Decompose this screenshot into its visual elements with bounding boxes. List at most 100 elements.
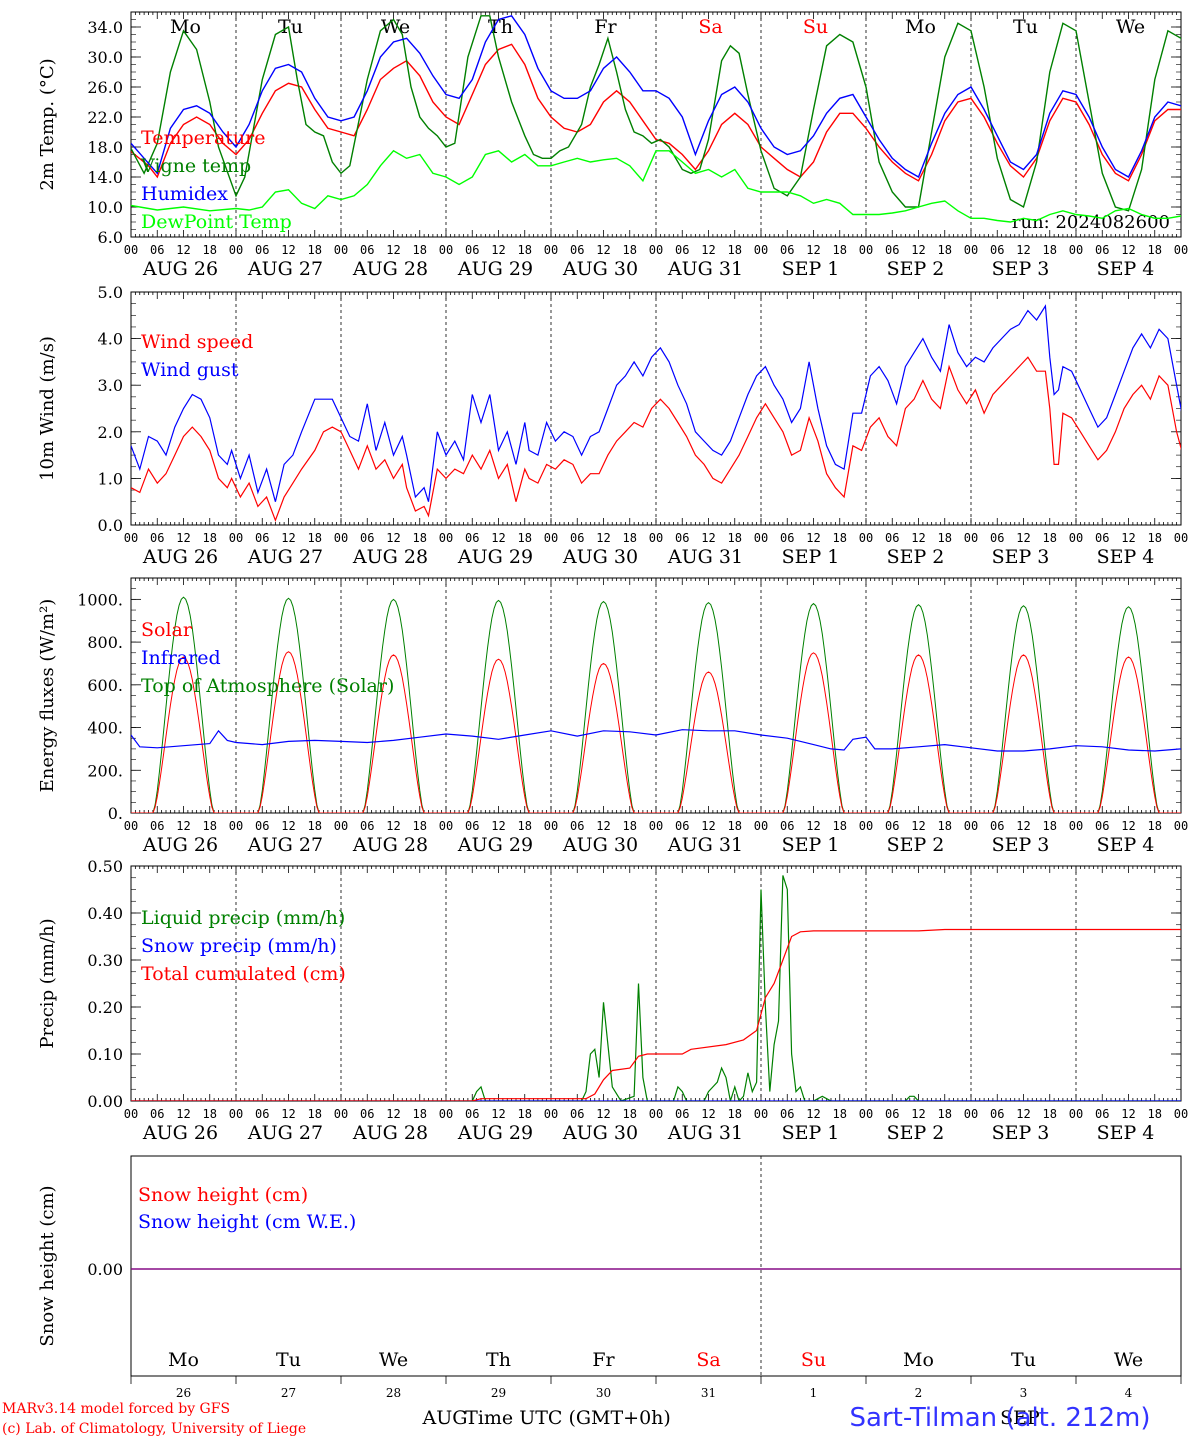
day-of-week-label: Th [488,16,513,38]
date-label: SEP 3 [992,258,1050,280]
hour-tick-label: 00 [754,819,768,833]
hour-tick-label: 00 [544,531,558,545]
hour-tick-label: 06 [150,531,164,545]
hour-tick-label: 00 [544,1107,558,1121]
hour-tick-label: 12 [1121,243,1135,257]
date-label: AUG 29 [457,1122,533,1144]
hour-tick-label: 06 [570,1107,584,1121]
hour-tick-label: 18 [1043,243,1057,257]
xaxis-title: Time UTC (GMT+0h) [465,1407,671,1429]
date-label: AUG 27 [247,546,323,568]
day-of-week-label: Su [801,1349,826,1371]
day-of-week-label: Sa [698,16,722,38]
hour-tick-label: 06 [990,243,1004,257]
hour-tick-label: 12 [596,531,610,545]
hour-tick-label: 06 [255,1107,269,1121]
date-label: SEP 4 [1097,1122,1155,1144]
y-axis-label: 2m Temp. (°C) [37,58,58,190]
hour-tick-label: 18 [203,531,217,545]
day-of-week-label: Fr [592,1349,615,1371]
hour-tick-label: 00 [1174,243,1188,257]
plot-frame [130,11,1182,238]
hour-tick-label: 00 [334,243,348,257]
hour-tick-label: 18 [938,531,952,545]
hour-tick-label: 06 [675,819,689,833]
hour-tick-label: 00 [649,243,663,257]
hour-tick-label: 06 [255,243,269,257]
date-label: SEP 4 [1097,258,1155,280]
date-label: AUG 30 [562,546,638,568]
series-line [131,149,1181,223]
hour-tick-label: 06 [150,819,164,833]
hour-tick-label: 00 [334,819,348,833]
y-tick-label: 22.0 [87,108,123,127]
day-of-week-label: We [1114,1349,1143,1371]
hour-tick-label: 18 [938,1107,952,1121]
hour-tick-label: 12 [596,243,610,257]
date-label: SEP 1 [782,258,840,280]
day-number: 26 [176,1386,191,1400]
day-of-week-label: Sa [696,1349,720,1371]
hour-tick-label: 18 [413,819,427,833]
hour-tick-label: 00 [334,531,348,545]
hour-tick-label: 12 [806,819,820,833]
date-label: AUG 27 [247,1122,323,1144]
hour-tick-label: 00 [649,819,663,833]
date-label: AUG 31 [667,258,743,280]
day-number: 27 [281,1386,296,1400]
run-label: run: 2024082600 [1012,212,1170,233]
hour-tick-label: 12 [911,531,925,545]
hour-tick-label: 00 [859,1107,873,1121]
data-layer [131,875,1181,1101]
hour-tick-label: 18 [833,819,847,833]
hour-tick-label: 12 [911,243,925,257]
hour-tick-label: 12 [1016,243,1030,257]
hour-tick-label: 00 [124,243,138,257]
hour-tick-label: 00 [754,531,768,545]
day-of-week-label: Fr [594,16,617,38]
y-tick-label: 0.40 [87,904,123,923]
hour-tick-label: 06 [360,1107,374,1121]
hour-tick-label: 18 [728,1107,742,1121]
date-label: AUG 26 [142,1122,218,1144]
y-tick-label: 34.0 [87,18,123,37]
station-label: Sart-Tilman (alt. 212m) [850,1403,1151,1433]
hour-tick-label: 12 [701,1107,715,1121]
hour-tick-label: 18 [308,1107,322,1121]
legend-entry: Snow height (cm) [138,1184,308,1206]
hour-tick-label: 00 [1069,531,1083,545]
hour-tick-label: 18 [308,531,322,545]
hour-tick-label: 18 [1148,531,1162,545]
hour-tick-label: 18 [623,1107,637,1121]
hour-tick-label: 12 [281,819,295,833]
hour-tick-label: 18 [938,819,952,833]
hour-tick-label: 06 [990,1107,1004,1121]
hour-tick-label: 18 [623,243,637,257]
hour-tick-label: 00 [1174,819,1188,833]
hour-tick-label: 18 [1148,819,1162,833]
hour-tick-label: 00 [1069,1107,1083,1121]
hour-tick-label: 12 [281,243,295,257]
date-label: AUG 28 [352,1122,428,1144]
date-label: SEP 3 [992,834,1050,856]
hour-tick-label: 18 [518,1107,532,1121]
y-tick-label: 26.0 [87,78,123,97]
hour-tick-label: 12 [176,1107,190,1121]
legend-entry: Solar [141,619,193,641]
day-number: 29 [491,1386,506,1400]
series-line [131,356,1181,523]
legend-entry: Snow precip (mm/h) [141,935,337,957]
hour-tick-label: 12 [806,243,820,257]
hour-tick-label: 00 [754,243,768,257]
date-label: AUG 30 [562,1122,638,1144]
hour-tick-label: 12 [176,531,190,545]
y-tick-label: 6.0 [98,228,123,247]
hour-tick-label: 00 [1069,819,1083,833]
hour-tick-label: 00 [229,1107,243,1121]
hour-tick-label: 18 [833,531,847,545]
y-tick-label: 0.50 [87,857,123,876]
series-line [131,14,1181,179]
hour-tick-label: 06 [1095,243,1109,257]
